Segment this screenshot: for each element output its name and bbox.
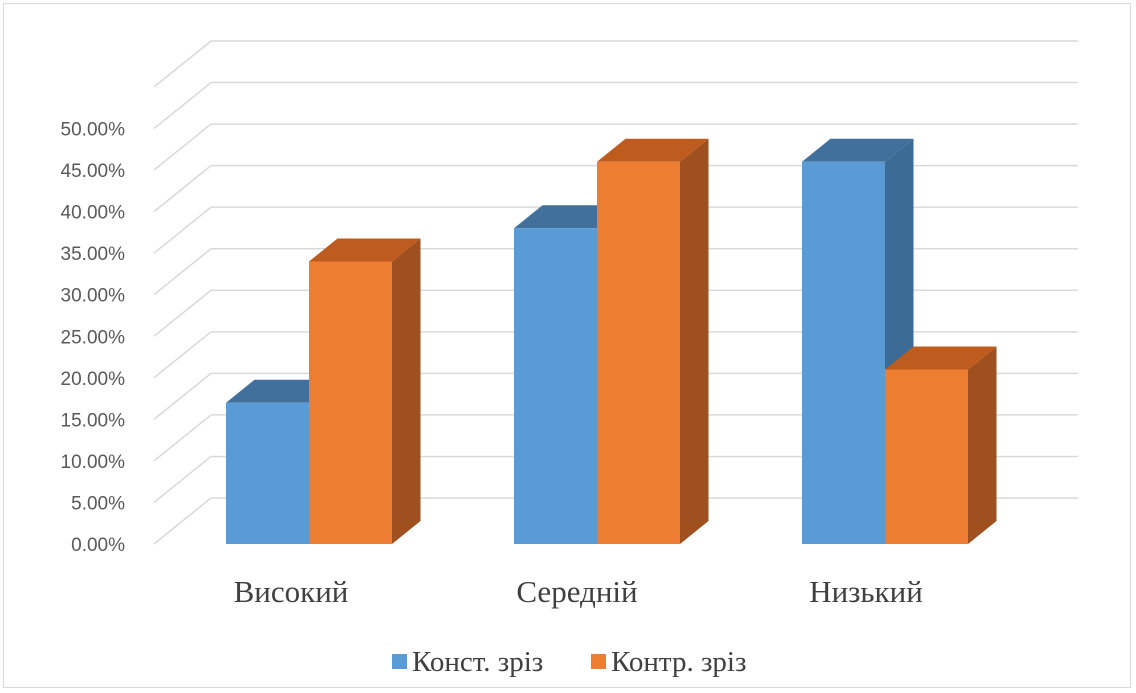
bars: [226, 138, 997, 545]
legend-label: Конст. зріз: [412, 646, 543, 678]
legend-item: Конст. зріз: [392, 646, 543, 678]
y-tick-label: 30.00%: [61, 286, 126, 307]
legend-item: Контр. зріз: [591, 646, 746, 678]
y-tick-label: 45.00%: [61, 161, 126, 182]
category-label: Високий: [234, 574, 349, 609]
legend: Конст. зріз Контр. зріз: [392, 646, 746, 678]
y-tick-label: 25.00%: [61, 327, 126, 348]
y-tick-label: 20.00%: [61, 369, 126, 390]
category-label: Низький: [809, 574, 923, 609]
y-tick-label: 50.00%: [61, 120, 126, 141]
gridline: [153, 40, 1078, 88]
gridline: [153, 123, 1078, 171]
y-axis-tick-labels: 0.00% 5.00% 10.00% 15.00% 20.00% 25.00% 30.00%…: [61, 120, 126, 556]
y-tick-label: 10.00%: [61, 452, 126, 473]
bar: [597, 138, 709, 545]
category-label: Середній: [516, 574, 637, 609]
bar: [309, 238, 421, 544]
y-tick-label: 0.00%: [71, 535, 125, 556]
legend-swatch: [591, 654, 606, 669]
y-tick-label: 15.00%: [61, 410, 126, 431]
y-tick-label: 35.00%: [61, 244, 126, 265]
y-tick-label: 40.00%: [61, 203, 126, 224]
bar-chart: 0.00% 5.00% 10.00% 15.00% 20.00% 25.00% 30.00%…: [61, 40, 1078, 678]
category-labels: Високий Середній Низький: [234, 574, 923, 609]
y-tick-label: 5.00%: [71, 493, 125, 514]
legend-label: Контр. зріз: [611, 646, 746, 678]
chart-frame: 0.00% 5.00% 10.00% 15.00% 20.00% 25.00% 30.00%…: [3, 3, 1131, 688]
bar: [885, 346, 997, 544]
legend-swatch: [392, 654, 407, 669]
gridline: [153, 81, 1078, 130]
